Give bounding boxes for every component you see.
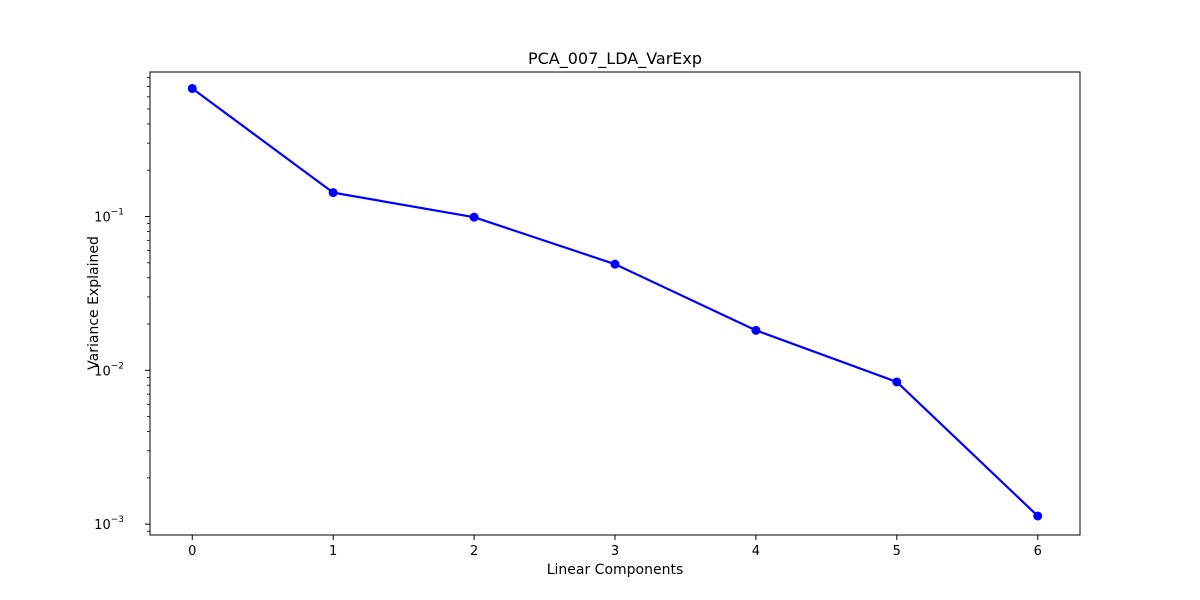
x-tick-label: 1 xyxy=(329,544,337,559)
chart-title: PCA_007_LDA_VarExp xyxy=(528,49,702,69)
x-tick-label: 4 xyxy=(752,544,760,559)
data-point xyxy=(751,325,761,335)
data-point xyxy=(1033,511,1043,521)
data-point xyxy=(892,377,902,387)
x-tick-label: 2 xyxy=(470,544,478,559)
x-tick-label: 3 xyxy=(611,544,619,559)
x-tick-label: 5 xyxy=(893,544,901,559)
data-point xyxy=(187,83,197,93)
data-point xyxy=(610,259,620,269)
x-tick-label: 6 xyxy=(1034,544,1042,559)
data-point xyxy=(328,188,338,198)
plot-area: 0 1 2 3 4 5 6 10−1 10−2 10−3 xyxy=(94,71,1081,559)
y-axis-label: Variance Explained xyxy=(86,236,102,370)
y-tick-label: 10−2 xyxy=(94,361,124,379)
y-tick-label: 10−1 xyxy=(94,208,124,226)
y-tick-label: 10−3 xyxy=(94,515,124,533)
x-axis-label: Linear Components xyxy=(547,562,684,578)
x-tick-label: 0 xyxy=(188,544,196,559)
data-point xyxy=(469,212,479,222)
